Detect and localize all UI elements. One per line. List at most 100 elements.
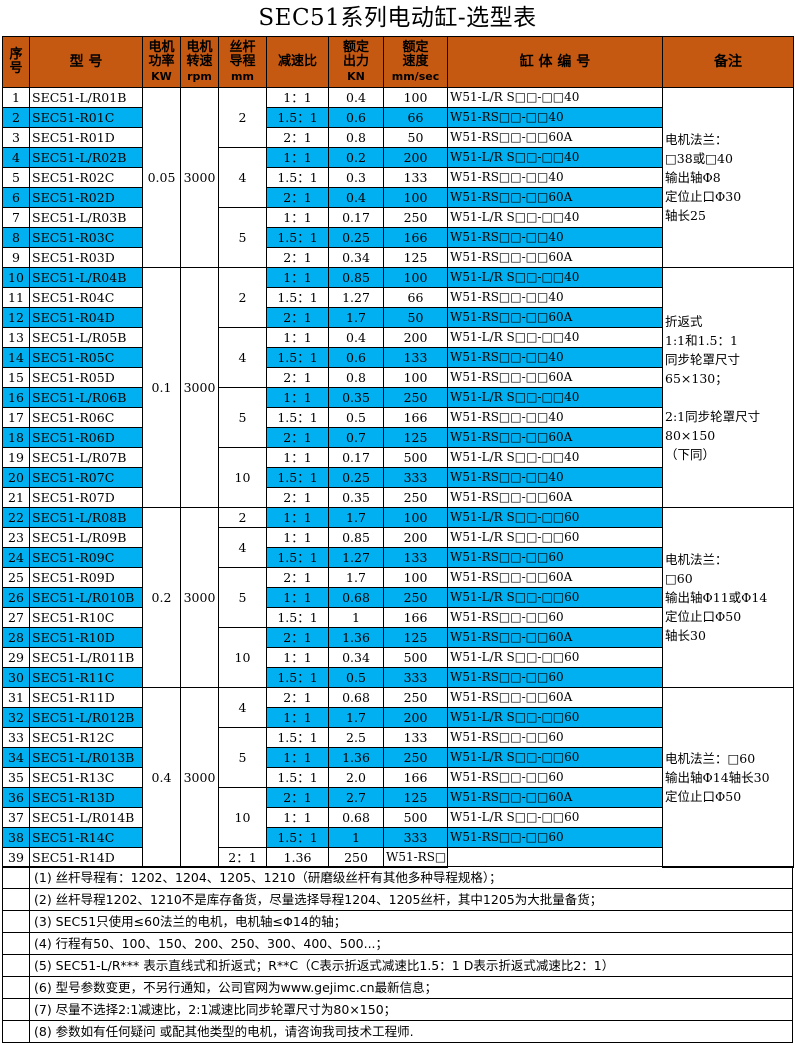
screw-lead: 10 [218, 787, 267, 848]
cylinder-code: W51-RS□□-□□40 [447, 107, 663, 128]
header-no: 序号 [2, 36, 30, 88]
row-number: 4 [2, 147, 30, 168]
cylinder-code: W51-RS□□-□□60 [447, 827, 663, 848]
reduction-ratio: 1.5：1 [266, 547, 329, 568]
model-code: SEC51-R10D [29, 627, 143, 648]
note-row: (2) 丝杆导程1202、1210不是库存备货，尽量选择导程1204、1205丝… [2, 888, 793, 911]
table-row: 7 SEC51-L/R03B 5 1：1 0.17 250 W51-L/R S□□-□□40 [2, 207, 794, 268]
screw-lead: 10 [218, 447, 267, 508]
remark-line: 1:1和1.5：1 [665, 332, 738, 348]
note-row: (8) 参数如有任何疑问 或配其他类型的电机，请咨询我司技术工程师. [2, 1020, 793, 1043]
model-code: SEC51-R11D [29, 687, 143, 708]
note-text: (1) 丝杆导程有：1202、1204、1205、1210（研磨级丝杆有其他多种… [29, 866, 793, 889]
row-number: 32 [2, 707, 30, 728]
rated-speed: 133 [383, 347, 448, 368]
note-text: (4) 行程有50、100、150、200、250、300、400、500...… [29, 932, 793, 955]
rated-force: 2.0 [328, 767, 384, 788]
row-number: 17 [2, 407, 30, 428]
row-number: 9 [2, 247, 30, 268]
rated-force: 0.68 [328, 807, 384, 828]
rated-force: 2.5 [328, 727, 384, 748]
cylinder-code: W51-RS□□-□□60A [447, 367, 663, 388]
rated-speed: 166 [383, 407, 448, 428]
rated-force: 0.34 [328, 247, 384, 268]
header-ratio: 减速比 [266, 36, 329, 88]
reduction-ratio: 1.5：1 [266, 607, 329, 628]
table-row: 10 SEC51-L/R04B 0.1 3000 2 1：1 0.85 100 W51-L/R … [2, 267, 794, 508]
rated-speed: 200 [383, 147, 448, 168]
note-spacer [2, 888, 30, 911]
rated-speed: 125 [383, 627, 448, 648]
reduction-ratio: 1：1 [266, 267, 329, 288]
model-code: SEC51-L/R012B [29, 707, 143, 728]
cylinder-code: W51-RS□□-□□60A [447, 787, 663, 808]
rated-force: 0.35 [328, 487, 384, 508]
note-row: (3) SEC51只使用≤60法兰的电机，电机轴≤Φ14的轴； [2, 910, 793, 933]
model-code: SEC51-L/R011B [29, 647, 143, 668]
model-code: SEC51-L/R02B [29, 147, 143, 168]
reduction-ratio: 1.5：1 [266, 407, 329, 428]
reduction-ratio: 2：1 [266, 367, 329, 388]
table-row: 8 SEC51-R03C 1.5：1 0.25 166 W51-RS□□-□□40 [2, 227, 794, 248]
reduction-ratio: 1.5：1 [266, 347, 329, 368]
rated-speed: 500 [383, 647, 448, 668]
cylinder-code: W51-RS□□-□□60A [447, 187, 663, 208]
note-row: (1) 丝杆导程有：1202、1204、1205、1210（研磨级丝杆有其他多种… [2, 866, 793, 889]
reduction-ratio: 2：1 [266, 247, 329, 268]
remark-line: 定位止口Φ50 [665, 789, 742, 804]
rated-force: 1.7 [328, 567, 384, 588]
rated-force: 0.25 [328, 467, 384, 488]
rated-force: 0.5 [328, 407, 384, 428]
model-code: SEC51-L/R013B [29, 747, 143, 768]
row-number: 12 [2, 307, 30, 328]
table-row: 6 SEC51-R02D 2：1 0.4 100 W51-RS□□-□□60A [2, 187, 794, 208]
header-speed: 额定速度 mm/sec [383, 36, 448, 88]
note-spacer [2, 954, 30, 977]
reduction-ratio: 1：1 [266, 747, 329, 768]
table-row: 4 SEC51-L/R02B 4 1：1 0.2 200 W51-L/R S□□-□□40 [2, 147, 794, 208]
model-code: SEC51-L/R014B [29, 807, 143, 828]
remark-line [665, 388, 793, 407]
cylinder-code: W51-L/R S□□-□□60 [447, 587, 663, 608]
rated-speed: 500 [383, 447, 448, 468]
row-number: 30 [2, 667, 30, 688]
remark-line: 折返式 [665, 313, 703, 329]
note-row: (6) 型号参数变更，不另行通知，公司官网为www.gejimc.cn最新信息； [2, 976, 793, 999]
rated-speed: 250 [383, 747, 448, 768]
reduction-ratio: 1：1 [266, 447, 329, 468]
screw-lead: 5 [218, 207, 267, 268]
table-row: 32 SEC51-L/R012B 1：1 1.7 200 W51-L/R S□□-□□60 [2, 707, 794, 728]
cylinder-code: W51-L/R S□□-□□60 [447, 747, 663, 768]
cylinder-code: W51-L/R S□□-□□60 [447, 507, 663, 528]
row-number: 20 [2, 467, 30, 488]
screw-lead: 5 [218, 727, 267, 788]
reduction-ratio: 2：1 [266, 787, 329, 808]
reduction-ratio: 2：1 [218, 847, 267, 868]
screw-lead: 4 [218, 327, 267, 388]
rated-speed: 166 [383, 227, 448, 248]
remark-cell: 电机法兰： □38或□40 输出轴Φ8 定位止口Φ30 轴长25 [662, 87, 794, 268]
motor-rpm: 3000 [180, 267, 219, 508]
row-number: 22 [2, 507, 30, 528]
reduction-ratio: 2：1 [266, 307, 329, 328]
reduction-ratio: 1.5：1 [266, 227, 329, 248]
screw-lead: 5 [218, 567, 267, 628]
reduction-ratio: 1.5：1 [266, 727, 329, 748]
note-text: (6) 型号参数变更，不另行通知，公司官网为www.gejimc.cn最新信息； [29, 976, 793, 999]
cylinder-code: W51-RS□□-□□60A [447, 247, 663, 268]
model-code: SEC51-R13C [29, 767, 143, 788]
remark-cell: 折返式 1:1和1.5：1 同步轮罩尺寸 65×130； 2:1同步轮罩尺寸 80×15… [662, 267, 794, 508]
rated-speed: 500 [383, 807, 448, 828]
motor-power: 0.05 [142, 87, 181, 268]
rated-speed: 66 [383, 287, 448, 308]
remark-line: 定位止口Φ30 [665, 189, 742, 204]
rated-force: 0.85 [328, 527, 384, 548]
rated-speed: 250 [383, 687, 448, 708]
cylinder-code: W51-RS□□-□□60A [447, 687, 663, 708]
row-number: 15 [2, 367, 30, 388]
model-code: SEC51-R03C [29, 227, 143, 248]
model-code: SEC51-L/R01B [29, 87, 143, 108]
header-power: 电机功率 KW [142, 36, 181, 88]
rated-speed: 200 [383, 327, 448, 348]
cylinder-code: W51-RS□□-□□60A [447, 427, 663, 448]
